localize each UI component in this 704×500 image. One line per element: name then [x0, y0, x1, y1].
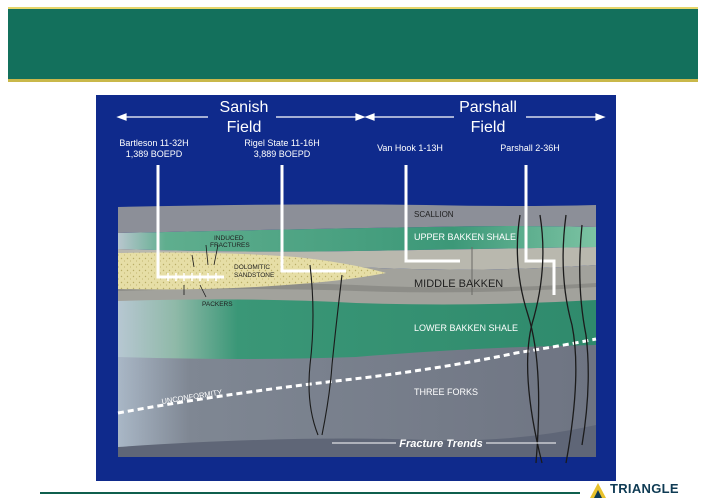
parshall-field-title-line1: Parshall — [459, 99, 517, 116]
annotation-packers: PACKERS — [202, 301, 233, 308]
lower-bedrock — [118, 425, 596, 457]
label-middle-bakken: MIDDLE BAKKEN — [414, 278, 503, 290]
logo-text: TRIANGLE — [610, 481, 679, 496]
packers — [167, 273, 217, 281]
fracture-trends-label: Fracture Trends — [399, 438, 483, 450]
parshall-wellbore — [524, 165, 556, 295]
sanish-field-arrow — [116, 113, 366, 121]
parshall-field-title-line2: Field — [471, 119, 506, 136]
well-label-rigel-rate: 3,889 BOEPD — [254, 149, 311, 159]
annotation-induced-line2: FRACTURES — [210, 242, 250, 249]
annotation-dolomitic-line2: SANDSTONE — [234, 272, 275, 279]
rigel-wellbore — [280, 165, 346, 273]
sanish-field-title-line2: Field — [227, 119, 262, 136]
well-label-bartleson-rate: 1,389 BOEPD — [126, 149, 183, 159]
label-three-forks: THREE FORKS — [414, 387, 478, 397]
vanhook-wellbore — [404, 165, 460, 263]
induced-fractures — [183, 244, 219, 298]
label-upper-bakken-shale: UPPER BAKKEN SHALE — [414, 232, 516, 242]
sanish-field-title-line1: Sanish — [220, 99, 269, 116]
well-label-rigel-name: Rigel State 11-16H — [244, 138, 319, 148]
well-label-parshall-name: Parshall 2-36H — [500, 143, 560, 153]
header-band — [0, 0, 704, 82]
cross-section-diagram: Sanish Field Parshall Field Bartleson 11… — [96, 95, 616, 481]
lower-bakken-shale-layer — [118, 295, 596, 359]
dolomitic-sandstone-lens — [118, 252, 386, 290]
scallion-layer — [118, 204, 596, 233]
upper-bakken-shale-layer — [118, 226, 596, 252]
label-lower-bakken-shale: LOWER BAKKEN SHALE — [414, 323, 518, 333]
title-bar — [8, 7, 698, 82]
label-scallion: SCALLION — [414, 210, 454, 219]
natural-fractures-parshall — [516, 214, 589, 464]
triangle-logo-mark — [590, 483, 606, 498]
unconformity-line — [117, 337, 597, 415]
annotation-induced-line1: INDUCED — [214, 235, 244, 242]
well-label-bartleson-name: Bartleson 11-32H — [119, 138, 188, 148]
triangle-logo: TRIANGLE — [588, 481, 698, 499]
well-label-vanhook-name: Van Hook 1-13H — [377, 143, 443, 153]
parshall-field-arrow — [364, 113, 606, 121]
bartleson-wellbore — [156, 165, 224, 279]
natural-fractures-sanish — [308, 264, 343, 436]
annotation-dolomitic-line1: DOLOMITIC — [234, 264, 270, 271]
footer-rule — [40, 492, 580, 494]
